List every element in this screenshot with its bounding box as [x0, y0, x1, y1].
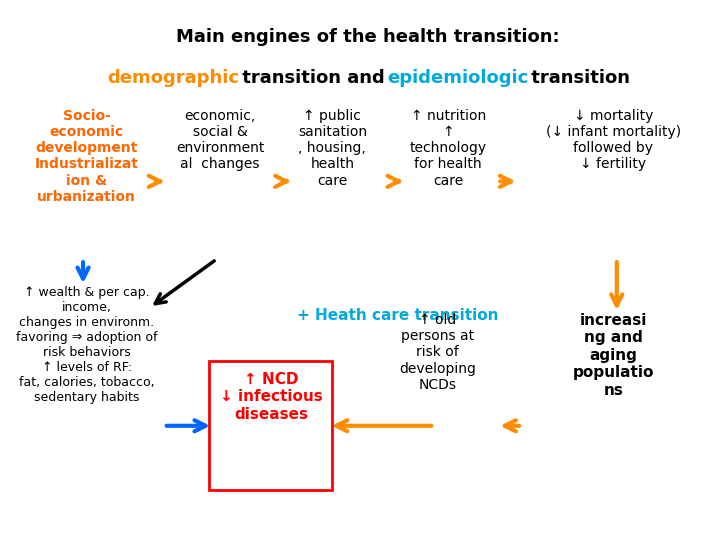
Text: ↑ NCD
↓ infectious
diseases: ↑ NCD ↓ infectious diseases: [220, 372, 323, 422]
Text: demographic: demographic: [107, 69, 240, 86]
Text: ↓ mortality
(↓ infant mortality)
followed by
↓ fertility: ↓ mortality (↓ infant mortality) followe…: [546, 109, 681, 171]
Text: transition and: transition and: [236, 69, 391, 86]
Text: transition: transition: [525, 69, 630, 86]
Text: Socio-
economic
development
Industrializat
ion &
urbanization: Socio- economic development Industrializ…: [35, 109, 138, 204]
Text: ↑ old
persons at
risk of
developing
NCDs: ↑ old persons at risk of developing NCDs: [400, 313, 476, 392]
Text: epidemiologic: epidemiologic: [387, 69, 528, 86]
FancyBboxPatch shape: [210, 361, 333, 490]
Text: increasi
ng and
aging
populatio
ns: increasi ng and aging populatio ns: [572, 313, 654, 397]
Text: economic,
social &
environment
al  changes: economic, social & environment al change…: [176, 109, 264, 171]
Text: ↑ nutrition
↑
technology
for health
care: ↑ nutrition ↑ technology for health care: [410, 109, 487, 187]
Text: Main engines of the health transition:: Main engines of the health transition:: [176, 28, 559, 46]
Text: ↑ wealth & per cap.
income,
changes in environm.
favoring ⇒ adoption of
risk beh: ↑ wealth & per cap. income, changes in e…: [16, 286, 157, 404]
Text: + Heath care transition: + Heath care transition: [297, 308, 499, 322]
Text: ↑ public
sanitation
, housing,
health
care: ↑ public sanitation , housing, health ca…: [298, 109, 367, 187]
